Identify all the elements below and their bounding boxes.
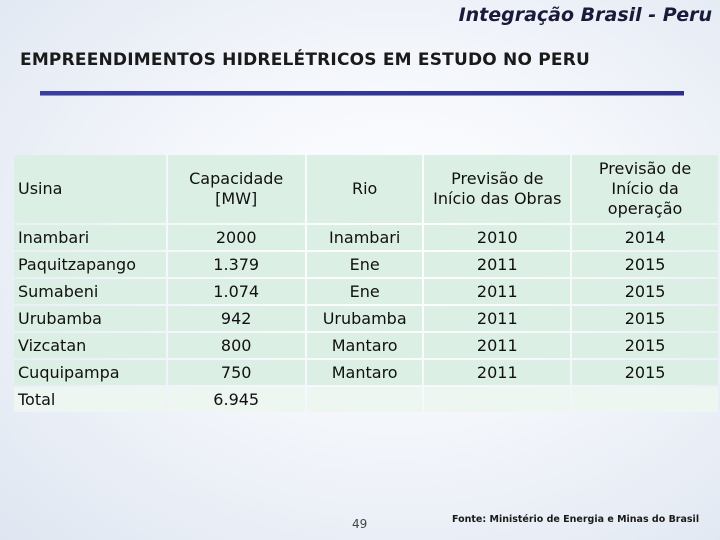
cell-inicio-operacao: 2015 [572, 252, 718, 277]
hydro-projects-table: Usina Capacidade [MW] Rio Previsão de In… [12, 153, 720, 414]
cell-inicio-obras: 2011 [424, 306, 571, 331]
cell-inicio-obras: 2011 [424, 360, 571, 385]
section-heading: EMPREENDIMENTOS HIDRELÉTRICOS EM ESTUDO … [20, 50, 591, 70]
cell-inicio-operacao: 2015 [572, 279, 718, 304]
heading-underline [40, 91, 684, 95]
table-header-row: Usina Capacidade [MW] Rio Previsão de In… [14, 155, 718, 223]
cell-rio: Urubamba [306, 306, 423, 331]
cell-capacidade: 942 [167, 306, 305, 331]
cell-capacidade: 800 [167, 333, 305, 358]
cell-rio: Ene [306, 252, 423, 277]
table-row: Vizcatan 800 Mantaro 2011 2015 [14, 333, 718, 358]
cell-inicio-obras: 2011 [424, 252, 571, 277]
column-header-capacidade: Capacidade [MW] [167, 155, 305, 223]
table-row: Cuquipampa 750 Mantaro 2011 2015 [14, 360, 718, 385]
cell-rio: Inambari [306, 225, 423, 250]
cell-inicio-operacao: 2015 [572, 306, 718, 331]
cell-usina: Paquitzapango [14, 252, 166, 277]
page-number: 49 [352, 517, 368, 531]
cell-total-capacidade: 6.945 [167, 387, 305, 412]
cell-total-label: Total [14, 387, 166, 412]
cell-capacidade: 750 [167, 360, 305, 385]
table-row: Inambari 2000 Inambari 2010 2014 [14, 225, 718, 250]
table-row: Urubamba 942 Urubamba 2011 2015 [14, 306, 718, 331]
slide-title: Integração Brasil - Peru [458, 4, 712, 26]
cell-total-empty [572, 387, 718, 412]
cell-inicio-obras: 2011 [424, 279, 571, 304]
cell-usina: Vizcatan [14, 333, 166, 358]
cell-capacidade: 1.379 [167, 252, 305, 277]
cell-inicio-operacao: 2015 [572, 360, 718, 385]
table-row: Sumabeni 1.074 Ene 2011 2015 [14, 279, 718, 304]
column-header-inicio-obras: Previsão de Início das Obras [424, 155, 571, 223]
cell-inicio-obras: 2011 [424, 333, 571, 358]
cell-usina: Inambari [14, 225, 166, 250]
cell-total-empty [424, 387, 571, 412]
cell-inicio-operacao: 2014 [572, 225, 718, 250]
column-header-inicio-operacao: Previsão de Início da operação [572, 155, 718, 223]
cell-inicio-obras: 2010 [424, 225, 571, 250]
column-header-rio: Rio [306, 155, 423, 223]
table-row: Paquitzapango 1.379 Ene 2011 2015 [14, 252, 718, 277]
cell-usina: Sumabeni [14, 279, 166, 304]
cell-usina: Cuquipampa [14, 360, 166, 385]
table-total-row: Total 6.945 [14, 387, 718, 412]
column-header-usina: Usina [14, 155, 166, 223]
cell-rio: Mantaro [306, 333, 423, 358]
cell-usina: Urubamba [14, 306, 166, 331]
cell-inicio-operacao: 2015 [572, 333, 718, 358]
cell-rio: Ene [306, 279, 423, 304]
source-note: Fonte: Ministério de Energia e Minas do … [452, 514, 700, 525]
cell-total-empty [306, 387, 423, 412]
cell-capacidade: 2000 [167, 225, 305, 250]
cell-rio: Mantaro [306, 360, 423, 385]
cell-capacidade: 1.074 [167, 279, 305, 304]
